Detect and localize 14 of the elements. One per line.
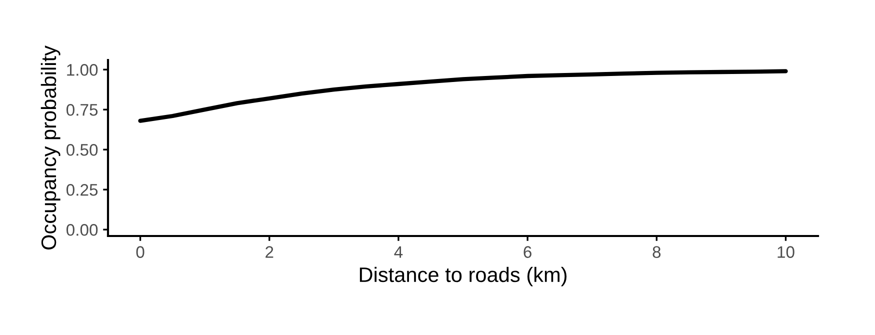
y-tick-label: 1.00 — [67, 64, 98, 76]
x-axis-title: Distance to roads (km) — [360, 266, 566, 286]
y-tick-label: 0.00 — [66, 224, 98, 236]
x-tick-label: 10 — [778, 246, 794, 258]
y-tick-label: 0.75 — [66, 104, 98, 116]
x-tick-label: 4 — [394, 246, 403, 258]
y-axis-title: Occupancy probability — [40, 46, 60, 250]
line-series — [138, 69, 788, 123]
y-tick-label: 0.25 — [66, 184, 98, 196]
x-tick-label: 8 — [652, 246, 661, 258]
x-tick-label: 2 — [266, 246, 274, 258]
y-tick-label: 0.50 — [66, 144, 98, 156]
x-tick-label: 0 — [136, 246, 144, 258]
x-tick-label: 6 — [524, 246, 532, 258]
